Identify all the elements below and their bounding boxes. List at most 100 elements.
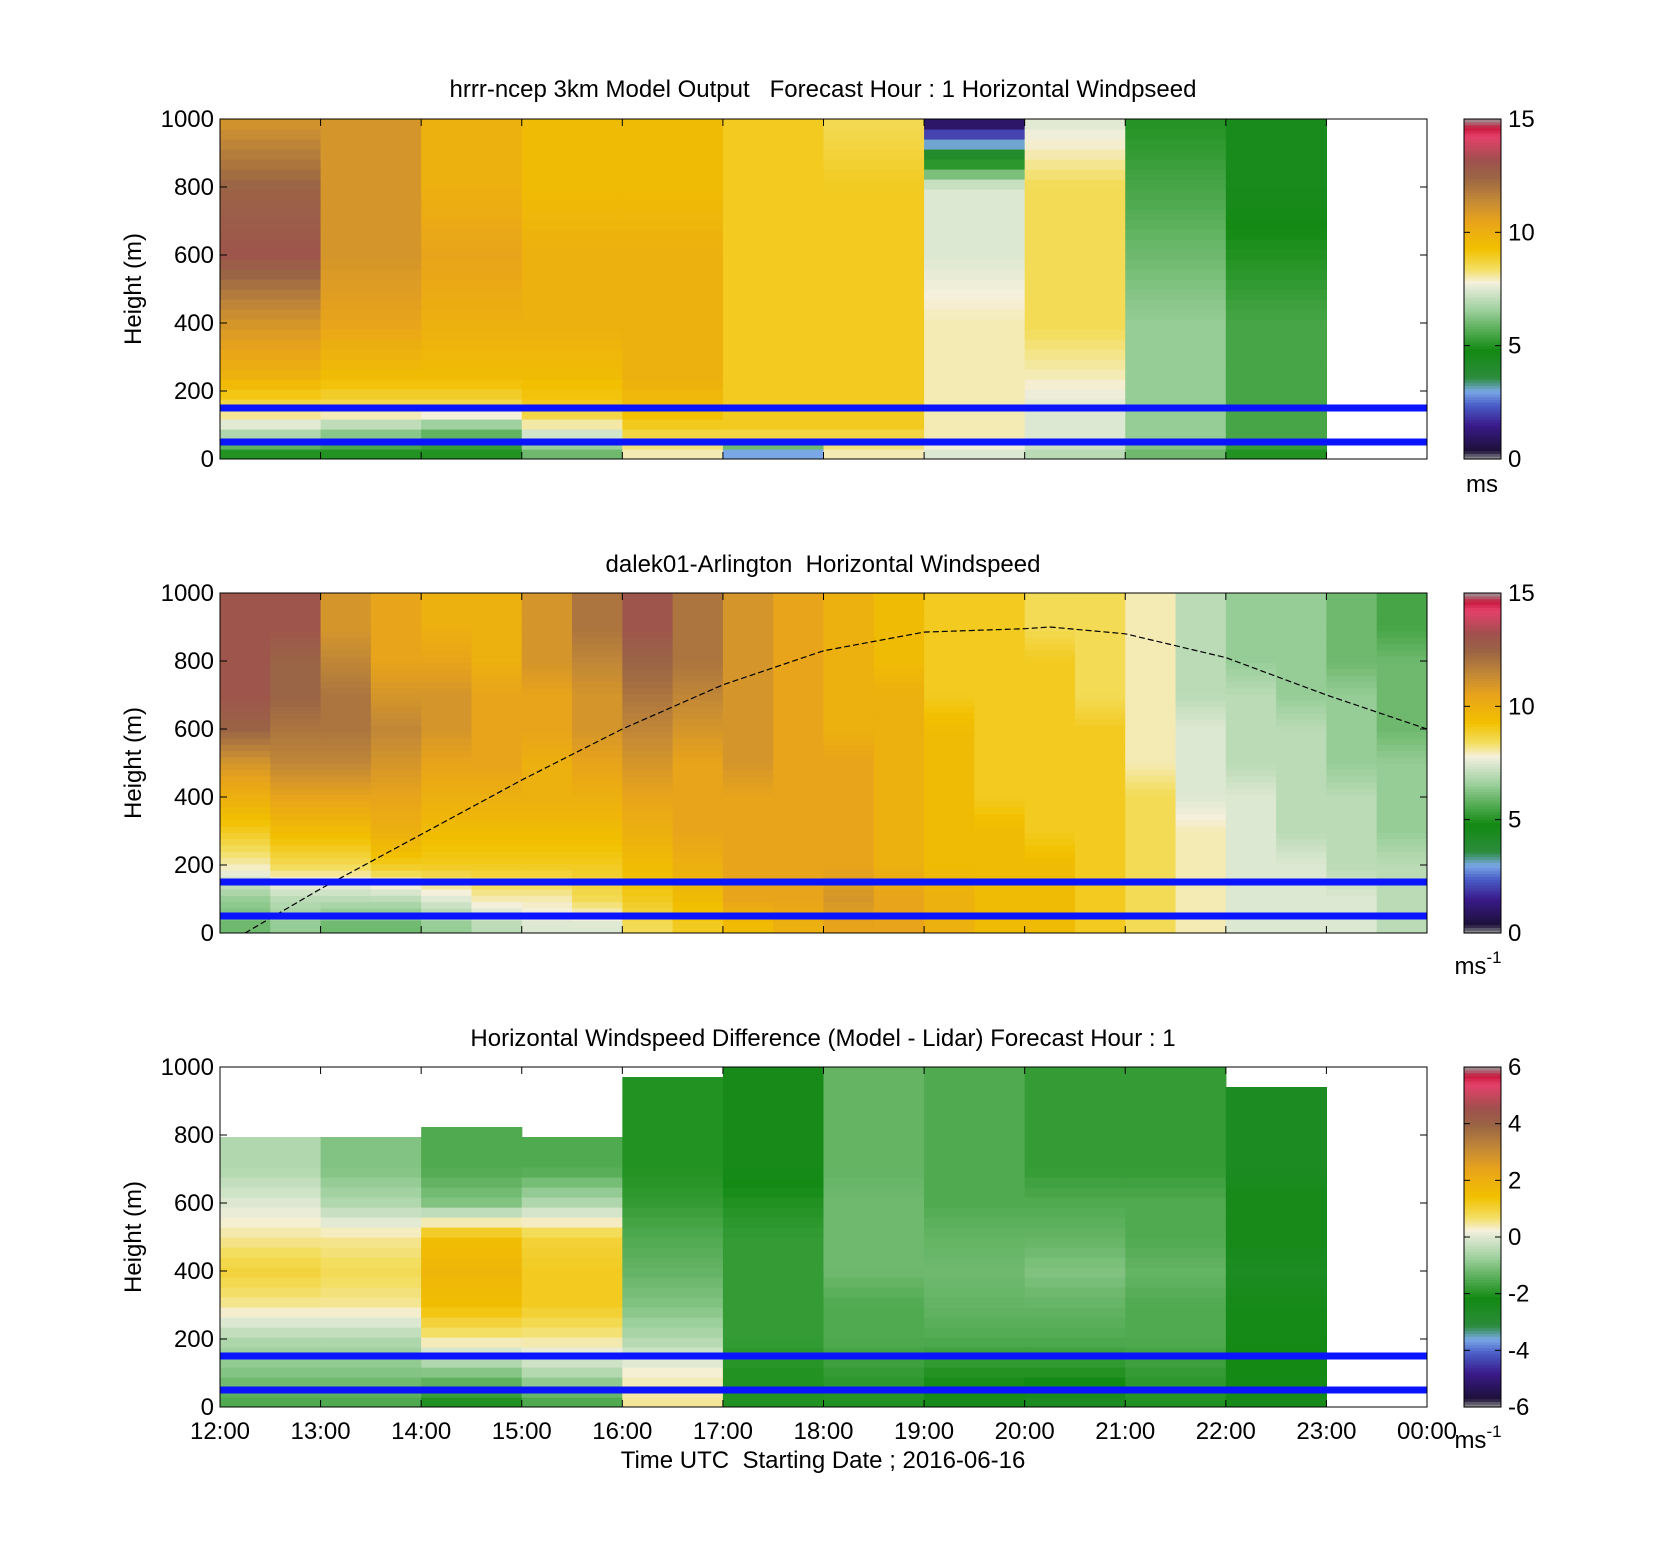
heatmap-cell bbox=[1125, 788, 1177, 796]
heatmap-cell bbox=[421, 825, 473, 833]
heatmap-cell bbox=[1125, 149, 1227, 160]
heatmap-cell bbox=[421, 807, 473, 814]
heatmap-cell bbox=[1125, 863, 1177, 871]
heatmap-cell bbox=[1225, 605, 1277, 613]
heatmap-cell bbox=[974, 725, 1026, 733]
heatmap-cell bbox=[220, 857, 271, 865]
heatmap-cell bbox=[521, 119, 623, 130]
heatmap-cell bbox=[722, 379, 825, 390]
heatmap-cell bbox=[722, 119, 825, 130]
heatmap-cell bbox=[823, 756, 875, 764]
heatmap-cell bbox=[270, 794, 322, 802]
heatmap-cell bbox=[521, 1357, 623, 1368]
heatmap-cell bbox=[421, 618, 473, 626]
heatmap-cell bbox=[823, 1227, 925, 1238]
heatmap-cell bbox=[1225, 1307, 1328, 1318]
heatmap-cell bbox=[1024, 731, 1076, 739]
heatmap-cell bbox=[1125, 712, 1177, 720]
heatmap-cell bbox=[1376, 926, 1427, 933]
colorbar-segment bbox=[1464, 672, 1501, 676]
heatmap-cell bbox=[1024, 1177, 1126, 1188]
colorbar-segment bbox=[1464, 164, 1501, 168]
heatmap-cell bbox=[722, 870, 774, 877]
heatmap-cell bbox=[1024, 229, 1126, 240]
colorbar-segment bbox=[1464, 323, 1501, 327]
heatmap-cell bbox=[924, 299, 1026, 310]
colorbar-segment bbox=[1464, 1197, 1501, 1201]
heatmap-cell bbox=[722, 389, 825, 400]
heatmap-cell bbox=[722, 851, 774, 859]
heatmap-cell bbox=[924, 781, 975, 789]
heatmap-cell bbox=[572, 712, 623, 720]
heatmap-cell bbox=[1326, 807, 1378, 814]
heatmap-cell bbox=[1175, 599, 1227, 607]
heatmap-cell bbox=[672, 605, 724, 613]
colorbar-segment bbox=[1464, 743, 1501, 747]
colorbar-segment bbox=[1464, 1146, 1501, 1150]
heatmap-cell bbox=[823, 700, 875, 707]
heatmap-cell bbox=[1225, 1117, 1328, 1128]
heatmap-cell bbox=[1125, 1177, 1227, 1188]
heatmap-cell bbox=[924, 1077, 1026, 1088]
heatmap-cell bbox=[320, 624, 372, 632]
heatmap-cell bbox=[320, 409, 422, 420]
heatmap-cell bbox=[320, 319, 422, 330]
heatmap-cell bbox=[1326, 611, 1378, 619]
colorbar-segment bbox=[1464, 1401, 1501, 1405]
heatmap-cell bbox=[924, 693, 975, 701]
heatmap-cell bbox=[1074, 781, 1126, 789]
heatmap-cell bbox=[1376, 700, 1427, 707]
heatmap-cell bbox=[773, 668, 825, 676]
heatmap-cell bbox=[320, 349, 422, 360]
colorbar-segment bbox=[1464, 816, 1501, 821]
heatmap-cell bbox=[1276, 813, 1328, 821]
panel-3-ylabel: Height (m) bbox=[120, 1181, 147, 1293]
heatmap-cell bbox=[622, 901, 674, 909]
colorbar-segment bbox=[1464, 714, 1501, 719]
heatmap-cell bbox=[823, 1197, 925, 1208]
heatmap-cell bbox=[622, 907, 674, 915]
heatmap-cell bbox=[220, 199, 322, 210]
heatmap-cell bbox=[1225, 907, 1277, 915]
heatmap-cell bbox=[220, 1167, 322, 1178]
heatmap-cell bbox=[220, 901, 271, 909]
heatmap-cell bbox=[974, 888, 1026, 896]
heatmap-cell bbox=[220, 159, 322, 170]
heatmap-cell bbox=[471, 775, 523, 783]
heatmap-cell bbox=[1125, 832, 1177, 840]
colorbar-segment bbox=[1464, 1118, 1501, 1122]
colorbar-segment bbox=[1464, 192, 1501, 197]
heatmap-cell bbox=[672, 863, 724, 871]
heatmap-cell bbox=[220, 838, 271, 846]
heatmap-cell bbox=[1074, 655, 1126, 663]
colorbar-segment bbox=[1464, 1132, 1501, 1136]
heatmap-cell bbox=[471, 693, 523, 701]
heatmap-cell bbox=[1175, 750, 1227, 758]
heatmap-cell bbox=[421, 329, 523, 340]
heatmap-cell bbox=[320, 1187, 422, 1198]
heatmap-cell bbox=[220, 209, 322, 220]
heatmap-cell bbox=[924, 1337, 1026, 1348]
colorbar-segment bbox=[1464, 1095, 1501, 1099]
heatmap-cell bbox=[1225, 756, 1277, 764]
colorbar-segment bbox=[1464, 1152, 1501, 1156]
heatmap-cell bbox=[1376, 649, 1427, 657]
heatmap-cell bbox=[220, 369, 322, 380]
heatmap-cell bbox=[521, 901, 573, 909]
heatmap-cell bbox=[320, 1247, 422, 1258]
heatmap-cell bbox=[270, 643, 322, 651]
heatmap-cell bbox=[471, 825, 523, 833]
colorbar-segment bbox=[1464, 649, 1501, 654]
heatmap-cell bbox=[722, 599, 774, 607]
heatmap-cell bbox=[672, 712, 724, 720]
colorbar-segment bbox=[1464, 1177, 1501, 1181]
colorbar-segment bbox=[1464, 748, 1501, 753]
heatmap-cell bbox=[1024, 1147, 1126, 1158]
heatmap-cell bbox=[421, 259, 523, 270]
heatmap-cell bbox=[823, 309, 925, 320]
heatmap-cell bbox=[1175, 662, 1227, 670]
colorbar-segment bbox=[1464, 291, 1501, 296]
heatmap-cell bbox=[1125, 339, 1227, 350]
heatmap-cell bbox=[1024, 279, 1126, 290]
heatmap-cell bbox=[421, 1297, 523, 1308]
